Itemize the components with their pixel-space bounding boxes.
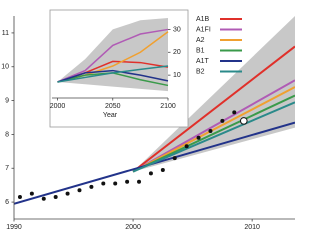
legend: A1B A1FI A2 B1 A1T B2 <box>196 16 242 75</box>
observed-point <box>89 184 94 189</box>
series-line <box>132 94 295 173</box>
series-line <box>132 101 295 173</box>
observed-point <box>113 181 118 186</box>
x-tick-label: 1990 <box>6 224 22 231</box>
inset-plot: 2000 2050 2100 10 20 30 Year <box>50 18 181 119</box>
observed-point <box>160 167 165 172</box>
x-tick-label: 2000 <box>125 224 141 231</box>
x-axis-label: Year <box>103 112 118 119</box>
observed-point <box>41 196 46 201</box>
x-tick-label: 2000 <box>50 103 66 110</box>
chart: 1990 2000 2010 6 7 8 9 10 11 2000 2050 2100 10 20 30 Y… <box>1 9 295 231</box>
y-tick-label: 11 <box>2 30 9 37</box>
plot-area <box>14 16 295 205</box>
y-tick-label: 7 <box>5 165 9 172</box>
y-tick-label: 30 <box>173 26 181 33</box>
series-line <box>57 28 169 83</box>
highlight-point <box>240 117 248 125</box>
observed-point <box>232 110 237 115</box>
range-band <box>133 16 295 172</box>
observed-point <box>172 156 177 161</box>
legend-label: B1 <box>196 47 205 54</box>
observed-point <box>196 135 201 140</box>
observed-point <box>137 179 142 184</box>
legend-label: A1T <box>196 58 210 65</box>
observed-point <box>208 129 213 134</box>
observed-point <box>53 195 58 200</box>
observed-point <box>29 191 34 196</box>
plot-area <box>57 18 169 92</box>
y-tick-label: 6 <box>5 199 9 206</box>
series-line <box>132 45 295 173</box>
y-tick-label: 10 <box>1 64 9 71</box>
legend-label: A1FI <box>196 26 211 33</box>
x-tick-label: 2100 <box>160 103 176 110</box>
observed-point <box>77 188 82 193</box>
series-line <box>57 65 169 83</box>
y-tick-label: 10 <box>173 72 181 79</box>
observed-point <box>17 195 22 200</box>
x-tick-label: 2050 <box>105 103 121 110</box>
series-line <box>57 69 169 83</box>
y-tick-label: 9 <box>5 97 9 104</box>
y-tick-label: 8 <box>5 131 9 138</box>
y-tick-label: 20 <box>173 49 181 56</box>
series-line <box>132 86 295 173</box>
observed-point <box>148 171 153 176</box>
observed-point <box>220 118 225 123</box>
observed-point <box>101 181 106 186</box>
legend-label: A1B <box>196 16 210 23</box>
observed-point <box>125 179 130 184</box>
legend-label: B2 <box>196 68 205 75</box>
observed-point <box>65 191 70 196</box>
x-tick-label: 2010 <box>244 224 260 231</box>
observed-point <box>184 144 189 149</box>
legend-label: A2 <box>196 37 205 44</box>
